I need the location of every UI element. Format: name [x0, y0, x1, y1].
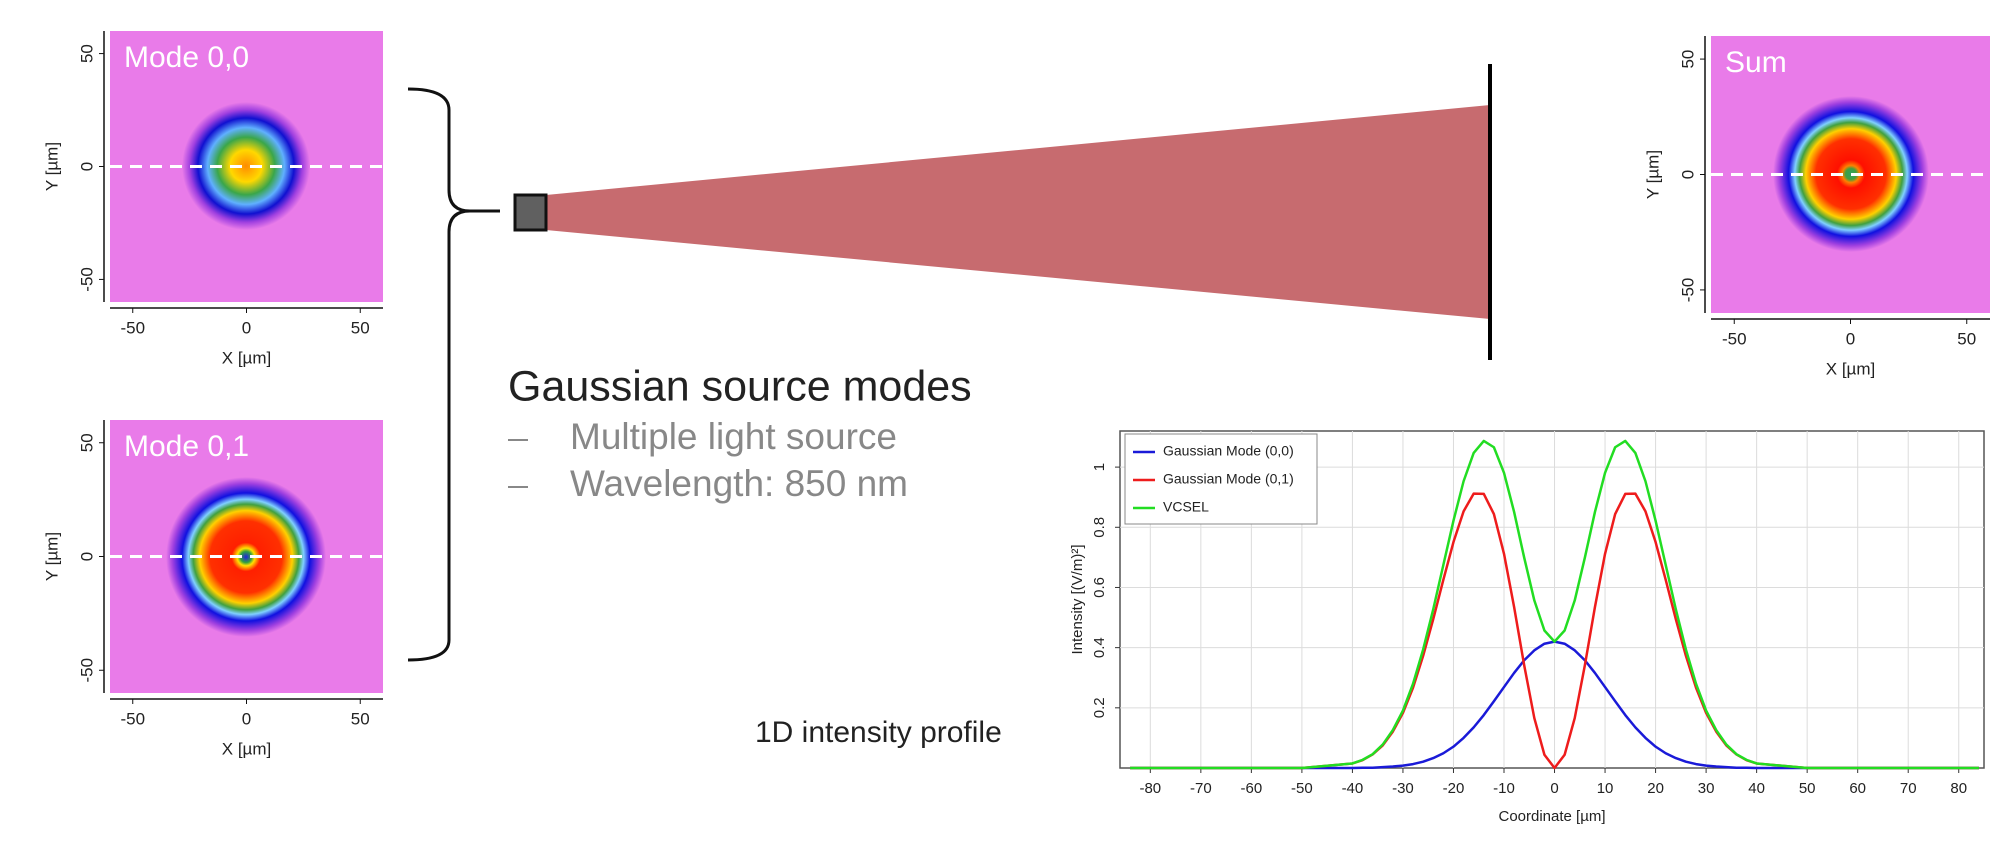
y-tick-label: 0.2 [1091, 697, 1108, 718]
y-tick-label: 0.6 [1091, 577, 1108, 598]
y-axis-label: Y [µm] [42, 532, 61, 581]
y-tick-label: 0.4 [1091, 637, 1108, 658]
x-tick-label: 0 [1550, 780, 1558, 797]
x-tick-label: -30 [1392, 780, 1414, 797]
x-tick-label: 0 [242, 709, 251, 728]
x-tick-label: -60 [1241, 780, 1263, 797]
y-tick-label: 0.8 [1091, 517, 1108, 538]
x-tick-label: -50 [1722, 329, 1747, 348]
bullet: Multiple light source [570, 416, 897, 457]
bullet: Wavelength: 850 nm [570, 463, 908, 504]
x-tick-label: 10 [1597, 780, 1614, 797]
y-tick-label: 50 [1678, 50, 1697, 69]
x-axis-label: X [µm] [222, 739, 271, 758]
y-axis-label: Intensity [(V/m)²] [1069, 544, 1086, 654]
x-tick-label: 70 [1900, 780, 1917, 797]
x-tick-label: -20 [1443, 780, 1465, 797]
x-tick-label: -50 [1291, 780, 1313, 797]
caption: 1D intensity profile [755, 716, 1002, 749]
heading: Gaussian source modes [508, 362, 972, 410]
beam-spot [166, 477, 326, 637]
beam-spot [182, 102, 310, 230]
beam [546, 105, 1490, 319]
x-axis-label: X [µm] [222, 348, 271, 367]
y-tick-label: 1 [1091, 463, 1108, 471]
x-axis-label: X [µm] [1826, 359, 1875, 378]
brace [407, 87, 500, 662]
x-tick-label: 50 [1799, 780, 1816, 797]
x-tick-label: 60 [1849, 780, 1866, 797]
legend-box [1124, 433, 1318, 525]
y-tick-label: 0 [1678, 170, 1697, 179]
x-tick-label: -50 [120, 318, 145, 337]
x-tick-label: 0 [242, 318, 251, 337]
x-tick-label: 80 [1950, 780, 1967, 797]
x-tick-label: 50 [1957, 329, 1976, 348]
y-tick-label: 0 [77, 162, 96, 171]
x-tick-label: 50 [351, 318, 370, 337]
y-tick-label: -50 [77, 267, 96, 292]
x-tick-label: -10 [1493, 780, 1515, 797]
x-tick-label: -40 [1342, 780, 1364, 797]
legend-label: Gaussian Mode (0,0) [1163, 443, 1294, 459]
x-tick-label: 30 [1698, 780, 1715, 797]
y-tick-label: 0 [77, 552, 96, 561]
y-tick-label: -50 [77, 658, 96, 683]
panel-title: Mode 0,1 [124, 430, 249, 463]
x-tick-label: 50 [351, 709, 370, 728]
x-tick-label: 40 [1748, 780, 1765, 797]
x-tick-label: -70 [1190, 780, 1212, 797]
x-tick-label: 0 [1846, 329, 1855, 348]
series-line [1130, 439, 1979, 770]
y-axis-label: Y [µm] [42, 142, 61, 191]
y-tick-label: 50 [77, 44, 96, 63]
y-axis-label: Y [µm] [1643, 150, 1662, 199]
panel-title: Sum [1725, 46, 1787, 79]
x-axis-label: Coordinate [µm] [1498, 808, 1605, 825]
x-tick-label: 20 [1647, 780, 1664, 797]
legend-label: VCSEL [1163, 499, 1209, 515]
x-tick-label: -50 [120, 709, 145, 728]
legend-label: Gaussian Mode (0,1) [1163, 471, 1294, 487]
x-tick-label: -80 [1139, 780, 1161, 797]
source [513, 193, 548, 232]
y-tick-label: 50 [77, 433, 96, 452]
panel-title: Mode 0,0 [124, 41, 249, 74]
y-tick-label: -50 [1678, 278, 1697, 303]
